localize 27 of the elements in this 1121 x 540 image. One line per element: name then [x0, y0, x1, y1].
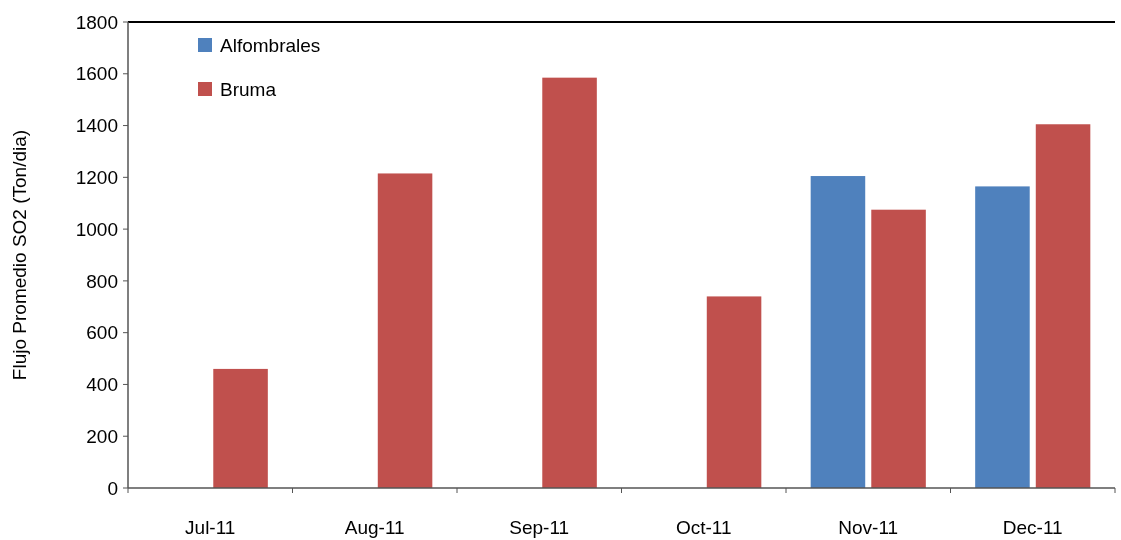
y-tick-label: 600 — [86, 322, 118, 344]
legend-label: Bruma — [220, 79, 277, 100]
y-tick-label: 200 — [86, 425, 118, 447]
x-tick-label: Oct-11 — [675, 517, 732, 538]
x-tick-label: Nov-11 — [838, 517, 899, 538]
y-tick-label: 1400 — [75, 115, 118, 137]
x-tick-label: Sep-11 — [509, 517, 570, 538]
bar — [377, 173, 433, 488]
y-tick-label: 800 — [86, 270, 118, 292]
y-tick-label: 1200 — [75, 166, 118, 188]
bar — [213, 368, 268, 488]
bar — [810, 176, 866, 488]
y-tick-label: 1800 — [75, 11, 118, 33]
legend-label: Alfombrales — [220, 35, 321, 56]
y-tick-label: 1000 — [75, 218, 118, 240]
y-tick-label: 1600 — [75, 63, 118, 85]
y-tick-label: 400 — [86, 374, 118, 396]
bar — [542, 77, 597, 488]
bar — [706, 296, 762, 488]
bar — [1035, 124, 1091, 488]
x-tick-label: Aug-11 — [344, 517, 405, 538]
x-tick-label: Jul-11 — [185, 517, 236, 538]
bar — [975, 186, 1030, 488]
y-tick-label: 0 — [107, 477, 118, 499]
x-tick-label: Dec-11 — [1002, 517, 1063, 538]
bar — [871, 209, 926, 488]
y-axis-title: Flujo Promedio SO2 (Ton/dia) — [9, 129, 30, 381]
